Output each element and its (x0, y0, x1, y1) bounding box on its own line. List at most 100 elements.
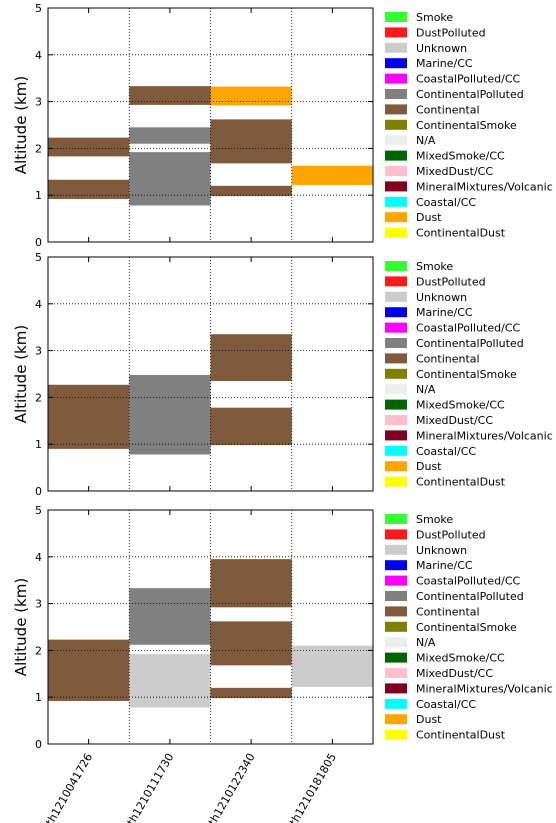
legend-swatch (385, 621, 407, 632)
panel-2: 0 1 2 3 4 5 Altitude (km) Smoke DustPolluted Unkn… (12, 251, 553, 498)
layer-bar (291, 165, 373, 185)
y-tick-label: 2 (35, 391, 42, 404)
layer-bar (129, 152, 211, 206)
legend-swatch (385, 415, 407, 425)
y-axis-label: Altitude (km) (12, 325, 30, 423)
legend-swatch (385, 227, 407, 238)
legend-swatch (385, 150, 407, 161)
layer-bar (210, 334, 292, 382)
y-tick-label: 1 (35, 691, 42, 704)
layer-bar (129, 127, 211, 144)
legend-swatch (385, 560, 407, 571)
legend-label: Unknown (416, 544, 467, 557)
legend-label: Continental (416, 103, 480, 116)
legend-label: Smoke (416, 11, 453, 24)
legend-swatch (385, 276, 407, 287)
legend-swatch (385, 73, 407, 84)
layer-bar (129, 374, 211, 455)
legend-swatch (385, 261, 407, 271)
legend-swatch (385, 652, 407, 663)
panel-1: 0 1 2 3 4 5 Altitude (km) Smoke DustPolluted Unkn… (12, 2, 553, 249)
layer-bar (48, 179, 130, 199)
layer-bar (129, 654, 211, 708)
legend-label: Coastal/CC (416, 196, 476, 209)
legend-swatch (385, 166, 407, 176)
legend-label: Marine/CC (416, 559, 473, 572)
y-axis-label: Altitude (km) (12, 76, 30, 174)
legend-swatch (385, 307, 407, 318)
legend-label: Unknown (416, 291, 467, 304)
legend-label: MixedSmoke/CC (416, 652, 505, 665)
legend-label: N/A (416, 383, 436, 396)
layer-bar (48, 384, 130, 449)
legend-label: ContinentalSmoke (416, 119, 517, 132)
axes-frame (47, 256, 374, 492)
legend-swatch (385, 399, 407, 410)
legend-label: MixedDust/CC (416, 414, 493, 427)
legend-label: DustPolluted (416, 275, 486, 288)
legend-swatch (385, 430, 407, 441)
legend-label: MixedSmoke/CC (416, 399, 505, 412)
legend-label: ContinentalSmoke (416, 621, 517, 634)
legend-swatch (385, 353, 407, 364)
y-tick-label: 0 (35, 738, 42, 751)
legend-swatch (385, 683, 407, 694)
layer-bar (129, 588, 211, 645)
legend-swatch (385, 514, 407, 524)
legend-swatch (385, 42, 407, 53)
legend-label: Continental (416, 352, 480, 365)
legend-label: CoastalPolluted/CC (416, 322, 520, 335)
legend-label: Marine/CC (416, 306, 473, 319)
legend-label: CoastalPolluted/CC (416, 73, 520, 86)
legend-swatch (385, 196, 407, 207)
y-tick-label: 1 (35, 189, 42, 202)
x-tick-label: th1210181805 (287, 751, 339, 823)
legend-label: Coastal/CC (416, 445, 476, 458)
legend-swatch (385, 58, 407, 69)
legend-swatch (385, 529, 407, 540)
legend-swatch (385, 322, 407, 333)
legend-label: Unknown (416, 42, 467, 55)
y-tick-label: 3 (35, 96, 42, 109)
legend-swatch (385, 476, 407, 487)
x-tick-label: th1210122340 (206, 751, 258, 823)
legend-swatch (385, 637, 407, 648)
layer-bar (48, 137, 130, 157)
legend-label: CoastalPolluted/CC (416, 575, 520, 588)
legend-swatch (385, 698, 407, 709)
legend-swatch (385, 729, 407, 740)
legend-label: ContinentalPolluted (416, 337, 524, 350)
x-tick-label: th1210111730 (125, 751, 177, 823)
panel-3: 0 1 2 3 4 5 Altitude (km) Smoke DustPolluted Unkn… (12, 504, 553, 823)
y-tick-label: 4 (35, 551, 42, 564)
layer-bar (210, 687, 292, 699)
layer-bar (210, 185, 292, 197)
legend-swatch (385, 12, 407, 22)
y-tick-label: 2 (35, 142, 42, 155)
legend-swatch (385, 668, 407, 678)
legend-swatch (385, 591, 407, 601)
legend-swatch (385, 291, 407, 302)
legend-swatch (385, 368, 407, 379)
y-tick-label: 4 (35, 298, 42, 311)
axes-frame (47, 509, 374, 745)
legend-swatch (385, 575, 407, 586)
legend-label: MixedSmoke/CC (416, 150, 505, 163)
legend-swatch (385, 461, 407, 472)
y-tick-label: 3 (35, 598, 42, 611)
layer-bar (210, 86, 292, 106)
legend-swatch (385, 181, 407, 192)
legend-label: MineralMixtures/Volcanic (416, 682, 553, 695)
legend-label: ContinentalDust (416, 476, 506, 489)
legend-label: N/A (416, 134, 436, 147)
legend-label: Dust (416, 713, 442, 726)
legend-label: ContinentalPolluted (416, 88, 524, 101)
layer-bar (210, 119, 292, 164)
y-tick-label: 3 (35, 345, 42, 358)
legend-label: MixedDust/CC (416, 667, 493, 680)
legend-label: DustPolluted (416, 26, 486, 39)
legend-swatch (385, 104, 407, 115)
legend-swatch (385, 212, 407, 223)
y-tick-label: 0 (35, 236, 42, 249)
